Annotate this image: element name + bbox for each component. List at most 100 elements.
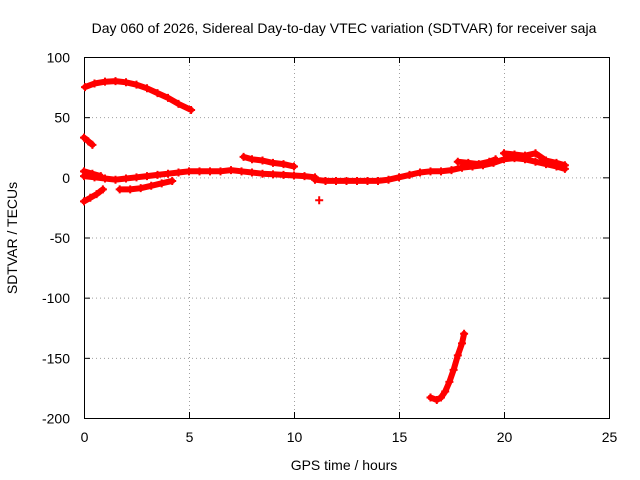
data-point xyxy=(80,167,88,176)
y-axis-label: SDTVAR / TECUs xyxy=(4,182,20,294)
data-point xyxy=(143,172,151,181)
data-series-10 xyxy=(453,155,500,169)
data-point xyxy=(311,175,319,184)
data-point xyxy=(174,99,183,108)
data-point xyxy=(185,167,193,176)
data-point xyxy=(279,160,288,169)
data-series-7 xyxy=(239,152,298,171)
data-point xyxy=(474,160,483,169)
x-tick-label: 15 xyxy=(392,429,408,445)
data-point xyxy=(164,169,172,178)
data-point xyxy=(485,157,494,166)
y-tick-label: 0 xyxy=(62,170,70,186)
chart-title: Day 060 of 2026, Sidereal Day-to-day VTE… xyxy=(92,20,597,36)
data-point xyxy=(426,167,435,176)
data-point xyxy=(332,176,340,185)
data-point xyxy=(168,176,177,185)
y-tick-label: -100 xyxy=(42,290,70,306)
data-point xyxy=(521,151,529,160)
data-point xyxy=(315,196,324,205)
y-tick-label: -200 xyxy=(42,411,70,427)
data-point xyxy=(80,133,88,142)
data-point xyxy=(237,167,246,176)
data-point xyxy=(395,173,403,182)
data-point xyxy=(342,176,351,185)
data-point xyxy=(81,83,90,92)
data-point xyxy=(384,175,393,184)
data-point xyxy=(552,158,561,167)
data-series-12 xyxy=(426,329,469,404)
data-point xyxy=(174,168,183,177)
data-point xyxy=(86,193,95,202)
grid-lines xyxy=(84,57,609,418)
x-tick-label: 5 xyxy=(186,429,194,445)
y-tick-label: 100 xyxy=(47,50,71,66)
data-point xyxy=(126,185,135,194)
data-point xyxy=(258,169,267,178)
data-point xyxy=(115,185,124,194)
data-point xyxy=(437,167,445,176)
data-point xyxy=(441,387,450,396)
data-point xyxy=(491,155,500,164)
data-point xyxy=(449,365,458,374)
y-tick-label: -150 xyxy=(42,350,70,366)
data-series-11 xyxy=(315,196,324,205)
data-point xyxy=(510,150,519,159)
data-point xyxy=(80,197,88,206)
axis-ticks: 0 5 10 15 20 25 -200 -150 -100 -50 0 50 100 xyxy=(42,50,618,446)
data-point xyxy=(460,329,469,338)
data-point xyxy=(239,152,248,161)
x-tick-label: 20 xyxy=(497,429,513,445)
data-point xyxy=(531,149,540,158)
data-point xyxy=(453,351,462,360)
data-point xyxy=(531,157,540,166)
x-tick-label: 10 xyxy=(287,429,303,445)
data-point xyxy=(560,161,569,170)
x-axis-label: GPS time / hours xyxy=(291,457,398,473)
data-point xyxy=(374,176,382,185)
data-point xyxy=(153,89,162,98)
data-point xyxy=(136,184,145,193)
data-point xyxy=(132,80,141,89)
data-point xyxy=(96,172,105,181)
data-point xyxy=(416,168,424,177)
data-point xyxy=(88,140,97,149)
data-point xyxy=(227,166,235,175)
data-point xyxy=(164,93,172,102)
data-point xyxy=(248,168,256,177)
data-point xyxy=(437,393,445,402)
data-point xyxy=(132,173,141,182)
data-point xyxy=(453,157,462,166)
data-point xyxy=(353,176,361,185)
data-point xyxy=(269,170,277,179)
data-point xyxy=(432,395,441,404)
y-tick-label: 50 xyxy=(54,110,70,126)
data-point xyxy=(147,181,156,190)
data-point xyxy=(500,149,508,158)
series-trace xyxy=(81,186,106,205)
data-series-1 xyxy=(81,77,196,114)
data-point xyxy=(122,78,130,87)
data-point xyxy=(143,84,151,93)
data-series-2 xyxy=(80,133,97,149)
data-point xyxy=(153,170,162,179)
data-point xyxy=(157,179,166,188)
data-point xyxy=(321,176,330,185)
data-point xyxy=(111,77,120,86)
data-point xyxy=(290,162,298,171)
x-tick-label: 0 xyxy=(81,429,89,445)
x-tick-label: 25 xyxy=(602,429,618,445)
data-point xyxy=(122,174,130,183)
data-point xyxy=(290,171,298,180)
data-point xyxy=(84,137,93,146)
data-point xyxy=(542,156,550,165)
data-point xyxy=(187,105,196,114)
data-point xyxy=(464,158,473,167)
data-point xyxy=(206,167,214,176)
data-point xyxy=(445,377,454,386)
y-tick-label: -50 xyxy=(50,230,70,246)
data-point xyxy=(101,77,109,86)
data-point xyxy=(111,175,120,184)
data-point xyxy=(195,167,204,176)
